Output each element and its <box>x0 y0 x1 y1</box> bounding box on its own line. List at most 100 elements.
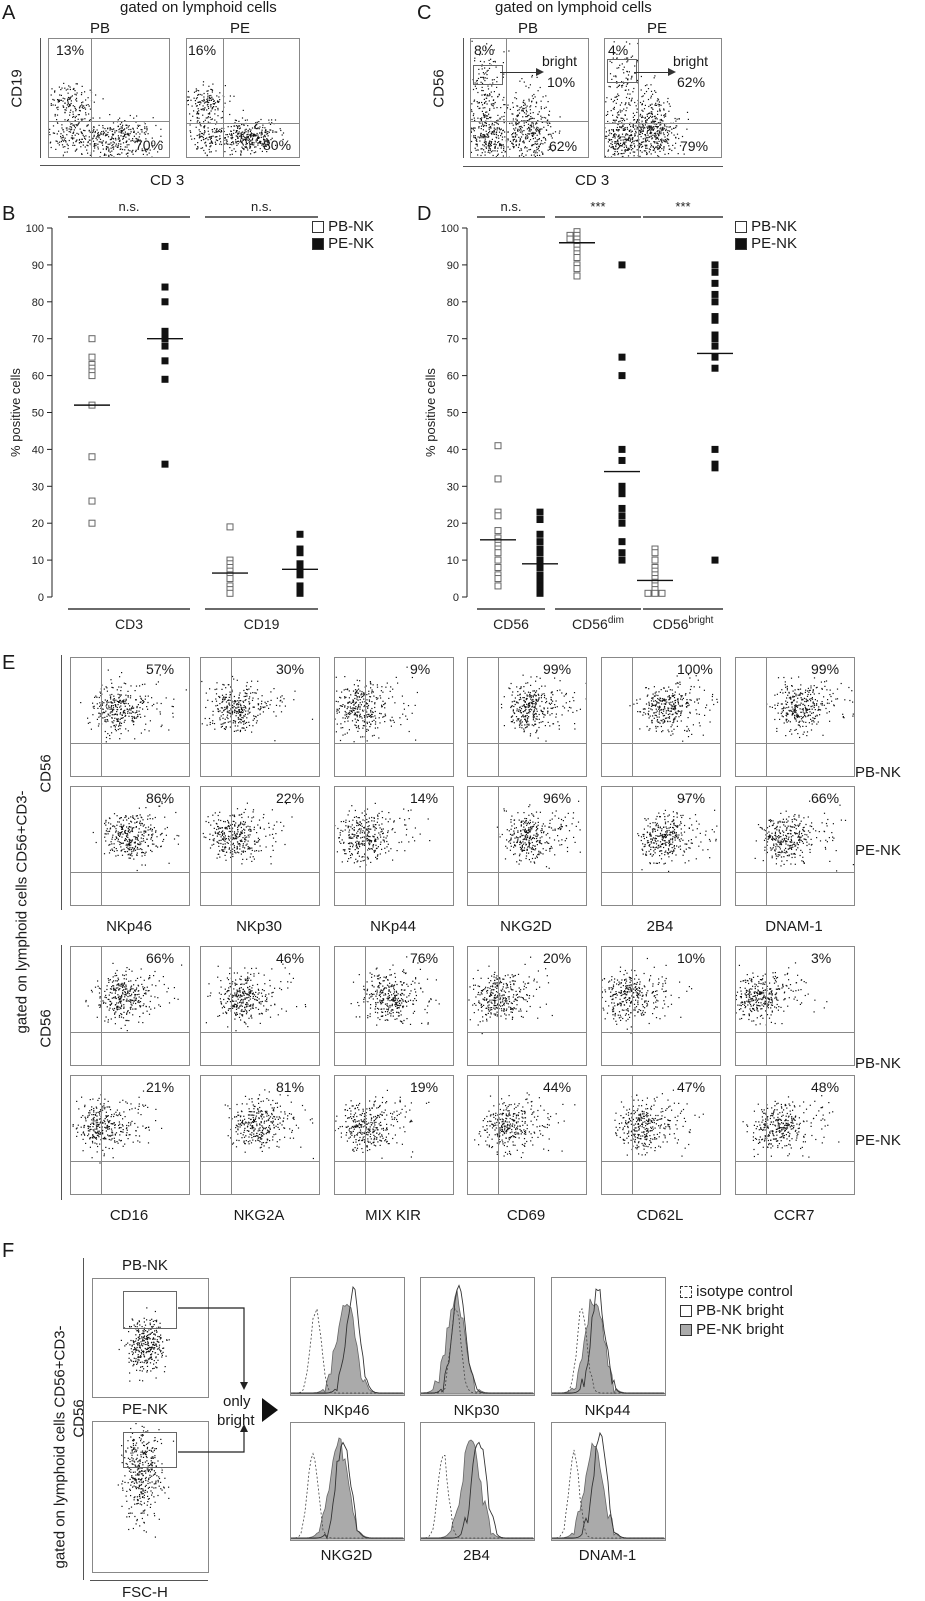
panel-e-events <box>335 658 453 776</box>
panel-e-percent: 76% <box>410 950 438 966</box>
pb-nk-point <box>227 524 233 530</box>
pb-nk-point <box>659 590 665 596</box>
panel-f-histogram <box>420 1277 535 1396</box>
pe-nk-point <box>619 505 625 511</box>
y-tick-label: 70 <box>447 334 459 346</box>
pe-nk-point <box>712 291 718 297</box>
panel-e-percent: 47% <box>677 1079 705 1095</box>
pe-nk-point <box>162 358 168 364</box>
pe-nk-point <box>537 590 543 596</box>
pe-nk-point <box>619 520 625 526</box>
y-tick-label: 20 <box>447 518 459 530</box>
panel-e-dotplot <box>334 657 454 777</box>
panel-e-row-label-2: PE-NK <box>855 842 901 859</box>
group-label: CD3 <box>115 616 143 632</box>
pe-nk-point <box>162 343 168 349</box>
panel-c-pe-tl: 4% <box>608 42 628 58</box>
panel-b-legend-pb: PB-NK <box>312 218 374 235</box>
y-axis-label: % positive cells <box>423 368 438 457</box>
filled-square-icon <box>735 238 747 250</box>
panel-e-marker-label: CCR7 <box>735 1207 853 1224</box>
panel-c-pe-bright-pct: 62% <box>677 74 705 90</box>
pe-nk-bright-histogram <box>291 1304 404 1394</box>
pe-nk-point <box>712 336 718 342</box>
group-label: CD56bright <box>653 615 714 632</box>
panel-e-percent: 48% <box>811 1079 839 1095</box>
panel-e-percent: 3% <box>811 950 831 966</box>
panel-c-x-axis-line <box>463 166 723 167</box>
y-tick-label: 0 <box>38 592 44 604</box>
pb-nk-point <box>574 255 580 261</box>
panel-e-percent: 22% <box>276 790 304 806</box>
y-tick-label: 100 <box>441 223 459 235</box>
panel-e-marker-label: MIX KIR <box>334 1207 452 1224</box>
pe-nk-point <box>537 509 543 515</box>
panel-f-arrow-label-1: only <box>223 1393 251 1410</box>
pb-nk-point <box>495 576 501 582</box>
panel-e-marker-label: NKp30 <box>200 918 318 935</box>
panel-d-legend-pe: PE-NK <box>735 235 797 252</box>
panel-e-dotplot <box>735 946 855 1066</box>
pb-nk-point <box>495 564 501 570</box>
pb-nk-point <box>89 498 95 504</box>
panel-f-hist-label: NKp30 <box>420 1402 533 1419</box>
pe-nk-point <box>537 550 543 556</box>
panel-a-y-label: CD19 <box>9 69 26 107</box>
panel-e-percent: 81% <box>276 1079 304 1095</box>
panel-f-histogram <box>551 1277 666 1396</box>
panel-f-plot-label-pe: PE-NK <box>122 1401 168 1418</box>
pe-nk-point <box>619 550 625 556</box>
open-square-icon <box>680 1305 692 1317</box>
pe-nk-point <box>712 465 718 471</box>
panel-c-pe-bright-gate <box>607 59 637 83</box>
pb-nk-point <box>89 373 95 379</box>
y-tick-label: 40 <box>447 444 459 456</box>
panel-a-plot-label-pe: PE <box>230 20 250 37</box>
pb-nk-point <box>495 557 501 563</box>
pe-nk-point <box>297 572 303 578</box>
panel-e-percent: 66% <box>811 790 839 806</box>
panel-e-percent: 99% <box>543 661 571 677</box>
panel-e-marker-label: CD69 <box>467 1207 585 1224</box>
y-tick-label: 40 <box>32 444 44 456</box>
pe-nk-point <box>162 243 168 249</box>
panel-e-y-axis-top <box>61 655 62 910</box>
group-label: CD56dim <box>572 615 624 632</box>
panel-f-arrow-label-2: bright <box>217 1412 255 1429</box>
pe-nk-point <box>619 457 625 463</box>
panel-f-x-label: FSC-H <box>122 1584 168 1601</box>
y-tick-label: 100 <box>26 223 44 235</box>
panel-a-x-label: CD 3 <box>150 172 184 189</box>
panel-a-x-axis-line <box>40 165 300 166</box>
panel-e-percent: 10% <box>677 950 705 966</box>
panel-b-legend-pe: PE-NK <box>312 235 374 252</box>
pb-nk-bright-histogram <box>421 1286 533 1394</box>
panel-f-pb-gate <box>123 1291 177 1329</box>
y-tick-label: 70 <box>32 334 44 346</box>
pb-nk-point <box>495 443 501 449</box>
pb-nk-point <box>652 550 658 556</box>
panel-e-percent: 99% <box>811 661 839 677</box>
pe-nk-point <box>619 262 625 268</box>
panel-a-pe-br: 80% <box>263 137 291 153</box>
pe-nk-point <box>162 376 168 382</box>
panel-f-histogram <box>420 1422 535 1541</box>
panel-e-marker-label: NKG2D <box>467 918 585 935</box>
y-tick-label: 80 <box>32 297 44 309</box>
pe-nk-point <box>619 539 625 545</box>
panel-e-y-axis-bottom <box>61 945 62 1200</box>
pb-nk-point <box>495 476 501 482</box>
panel-c-pb-tl: 8% <box>474 42 494 58</box>
panel-c-y-label: CD56 <box>431 69 448 107</box>
panel-e-marker-label: DNAM-1 <box>735 918 853 935</box>
panel-a-y-axis-line <box>40 38 41 158</box>
y-tick-label: 60 <box>32 371 44 383</box>
panel-f-histogram <box>290 1277 405 1396</box>
panel-f-hist-label: NKp44 <box>551 1402 664 1419</box>
pe-nk-point <box>619 557 625 563</box>
pe-nk-point <box>297 550 303 556</box>
pb-nk-point <box>574 273 580 279</box>
panel-a-plot-label-pb: PB <box>90 20 110 37</box>
panel-e-marker-label: NKp46 <box>70 918 188 935</box>
